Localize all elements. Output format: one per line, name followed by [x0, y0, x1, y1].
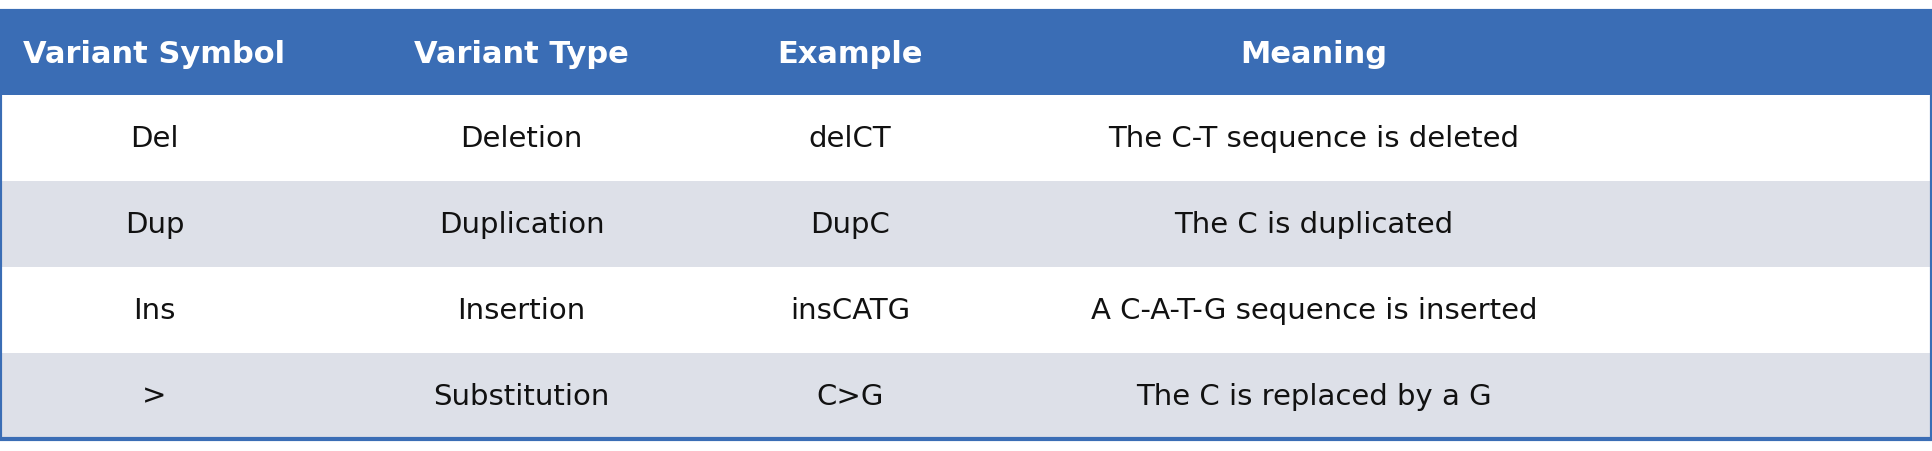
Text: Insertion: Insertion	[458, 296, 585, 324]
Text: >: >	[143, 382, 166, 410]
Bar	[0, 12, 1932, 96]
Text: The C is duplicated: The C is duplicated	[1175, 211, 1453, 238]
Text: Ins: Ins	[133, 296, 176, 324]
Text: Example: Example	[777, 40, 923, 69]
Text: Dup: Dup	[126, 211, 184, 238]
Bar	[0, 267, 1932, 353]
Text: C>G: C>G	[817, 382, 883, 410]
Text: Meaning: Meaning	[1240, 40, 1387, 69]
Bar	[0, 181, 1932, 267]
Text: Deletion: Deletion	[460, 125, 583, 152]
Text: Substitution: Substitution	[433, 382, 611, 410]
Text: delCT: delCT	[810, 125, 891, 152]
Text: DupC: DupC	[810, 211, 891, 238]
Text: The C is replaced by a G: The C is replaced by a G	[1136, 382, 1492, 410]
Text: The C-T sequence is deleted: The C-T sequence is deleted	[1109, 125, 1519, 152]
Text: insCATG: insCATG	[790, 296, 910, 324]
Bar	[0, 353, 1932, 438]
Text: Variant Symbol: Variant Symbol	[23, 40, 286, 69]
Text: Variant Type: Variant Type	[413, 40, 630, 69]
Bar	[0, 96, 1932, 181]
Text: Duplication: Duplication	[439, 211, 605, 238]
Text: Del: Del	[129, 125, 180, 152]
Text: A C-A-T-G sequence is inserted: A C-A-T-G sequence is inserted	[1090, 296, 1538, 324]
